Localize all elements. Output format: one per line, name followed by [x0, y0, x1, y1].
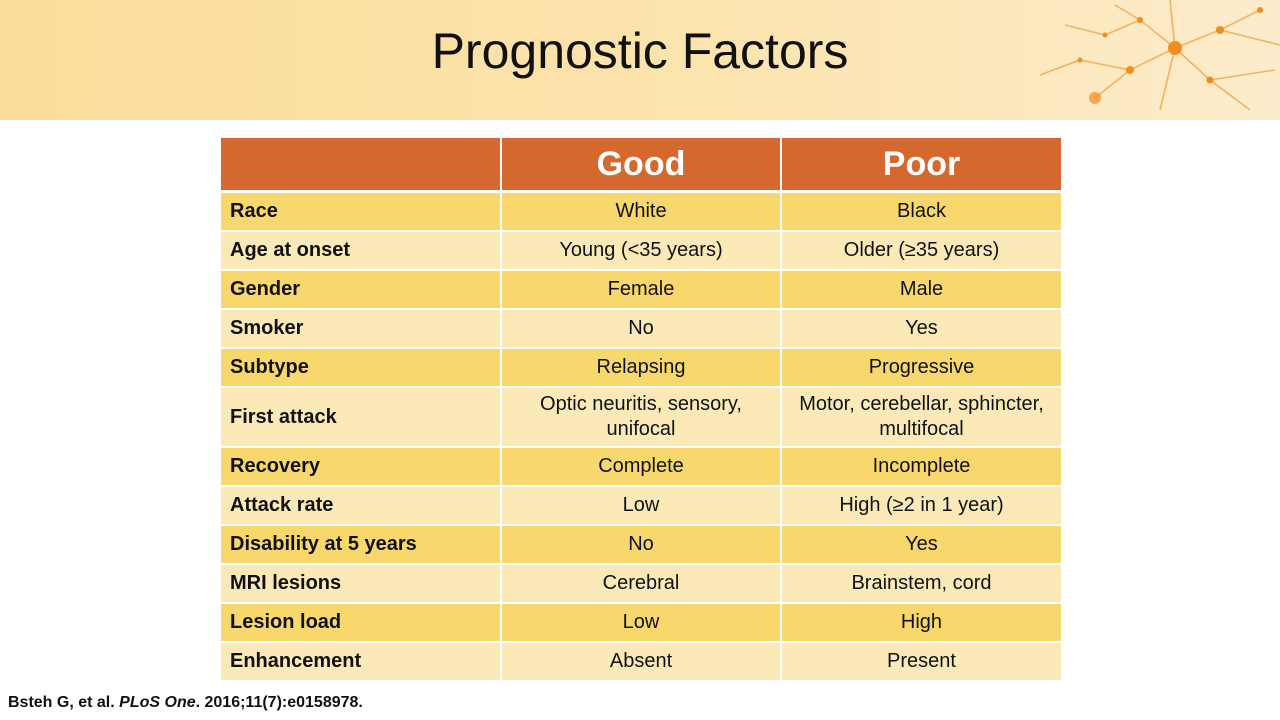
factor-cell: Enhancement — [221, 642, 501, 682]
citation-details: . 2016;11(7):e0158978. — [195, 694, 363, 711]
good-cell: Female — [500, 270, 781, 310]
slide-title: Prognostic Factors — [431, 23, 849, 79]
poor-cell: Motor, cerebellar, sphincter, multifocal — [780, 387, 1061, 448]
factor-cell: First attack — [221, 387, 501, 448]
table-row: First attack Optic neuritis, sensory, un… — [221, 387, 1061, 448]
factor-cell: MRI lesions — [221, 564, 501, 604]
table-row: Recovery Complete Incomplete — [221, 447, 1061, 487]
good-cell: White — [500, 191, 781, 232]
table-row: Attack rate Low High (≥2 in 1 year) — [221, 486, 1061, 526]
factor-cell: Subtype — [221, 348, 501, 388]
neuron-network-image — [1039, 0, 1280, 111]
factor-cell: Race — [221, 191, 501, 232]
poor-cell: Yes — [780, 309, 1061, 349]
factor-cell: Lesion load — [221, 603, 501, 643]
citation-journal: PLoS One — [119, 694, 196, 711]
poor-cell: Older (≥35 years) — [780, 231, 1061, 271]
factor-cell: Attack rate — [221, 486, 501, 526]
poor-cell: Progressive — [780, 348, 1061, 388]
citation-authors: Bsteh G, et al. — [8, 694, 115, 711]
prognostic-factors-table: Good Poor Race White Black Age at onset … — [221, 138, 1061, 682]
good-cell: Cerebral — [500, 564, 781, 604]
table-row: Race White Black — [221, 191, 1061, 232]
poor-cell: Male — [780, 270, 1061, 310]
good-cell: Low — [500, 486, 781, 526]
factor-cell: Gender — [221, 270, 501, 310]
header-cell-factor — [221, 138, 501, 193]
poor-cell: Incomplete — [780, 447, 1061, 487]
table-row: Subtype Relapsing Progressive — [221, 348, 1061, 388]
table-row: Smoker No Yes — [221, 309, 1061, 349]
good-cell: Absent — [500, 642, 781, 682]
table-row: Age at onset Young (<35 years) Older (≥3… — [221, 231, 1061, 271]
good-cell: Low — [500, 603, 781, 643]
poor-cell: High (≥2 in 1 year) — [780, 486, 1061, 526]
factor-cell: Disability at 5 years — [221, 525, 501, 565]
table-row: Disability at 5 years No Yes — [221, 525, 1061, 565]
good-cell: No — [500, 525, 781, 565]
good-cell: Optic neuritis, sensory, unifocal — [500, 387, 781, 448]
table-row: Enhancement Absent Present — [221, 642, 1061, 682]
factor-cell: Age at onset — [221, 231, 501, 271]
factor-cell: Smoker — [221, 309, 501, 349]
poor-cell: Present — [780, 642, 1061, 682]
title-band — [0, 0, 1280, 120]
good-cell: Relapsing — [500, 348, 781, 388]
factor-cell: Recovery — [221, 447, 501, 487]
table-header-row: Good Poor — [221, 138, 1061, 193]
poor-cell: Brainstem, cord — [780, 564, 1061, 604]
good-cell: No — [500, 309, 781, 349]
table-row: Lesion load Low High — [221, 603, 1061, 643]
citation: Bsteh G, et al. PLoS One. 2016;11(7):e01… — [8, 694, 363, 712]
table-row: MRI lesions Cerebral Brainstem, cord — [221, 564, 1061, 604]
good-cell: Complete — [500, 447, 781, 487]
header-cell-good: Good — [500, 138, 781, 193]
good-cell: Young (<35 years) — [500, 231, 781, 271]
table-row: Gender Female Male — [221, 270, 1061, 310]
poor-cell: Black — [780, 191, 1061, 232]
poor-cell: Yes — [780, 525, 1061, 565]
poor-cell: High — [780, 603, 1061, 643]
header-cell-poor: Poor — [780, 138, 1061, 193]
